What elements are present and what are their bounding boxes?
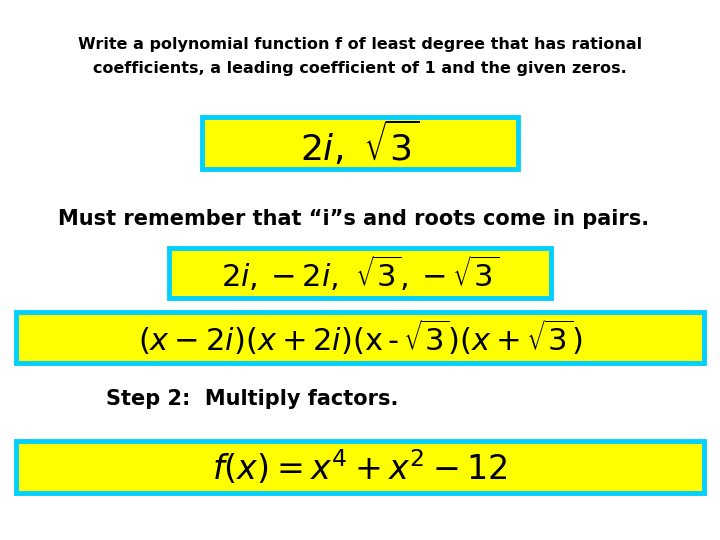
FancyBboxPatch shape bbox=[17, 442, 704, 492]
FancyBboxPatch shape bbox=[17, 312, 704, 363]
Text: coefficients, a leading coefficient of 1 and the given zeros.: coefficients, a leading coefficient of 1… bbox=[93, 61, 627, 76]
FancyBboxPatch shape bbox=[202, 117, 518, 168]
Text: Write a polynomial function f of least degree that has rational: Write a polynomial function f of least d… bbox=[78, 37, 642, 52]
FancyBboxPatch shape bbox=[169, 248, 551, 298]
Text: $2i, \ \sqrt{3}$: $2i, \ \sqrt{3}$ bbox=[300, 118, 420, 168]
Text: Step 2:  Multiply factors.: Step 2: Multiply factors. bbox=[106, 388, 398, 409]
Text: $f(x) = x^4 + x^2 - 12$: $f(x) = x^4 + x^2 - 12$ bbox=[212, 448, 508, 487]
Text: $(x-2i)(x+2i)(\mathrm{x}\,\text{-}\,\sqrt{3})(x+\sqrt{3})$: $(x-2i)(x+2i)(\mathrm{x}\,\text{-}\,\sqr… bbox=[138, 318, 582, 357]
Text: $2i,-2i, \ \sqrt{3},-\sqrt{3}$: $2i,-2i, \ \sqrt{3},-\sqrt{3}$ bbox=[221, 253, 499, 293]
Text: Must remember that “i”s and roots come in pairs.: Must remember that “i”s and roots come i… bbox=[58, 208, 649, 229]
